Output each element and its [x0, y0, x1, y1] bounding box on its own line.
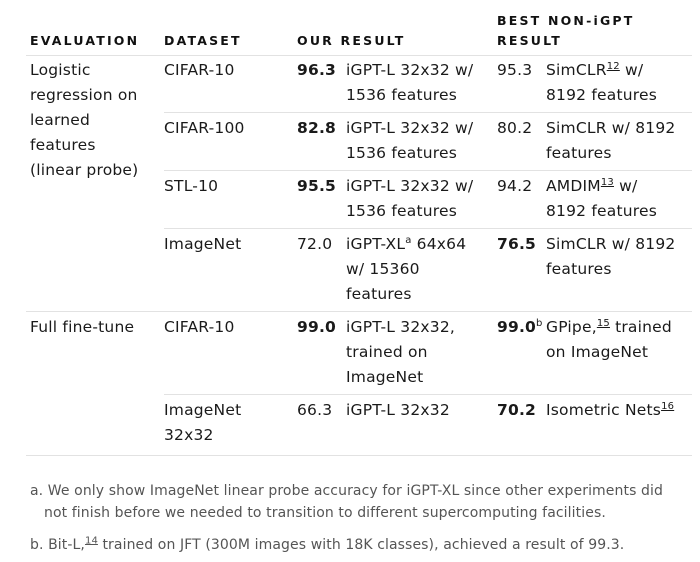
best-model-line: features: [546, 260, 612, 278]
our-model-line: ImageNet: [346, 368, 424, 386]
best-value: 95.3: [497, 61, 533, 79]
dataset-line: 32x32: [164, 426, 214, 444]
our-model: iGPT-L 32x32, trained on ImageNet: [346, 315, 455, 390]
dataset-cell: STL-10: [164, 177, 219, 195]
our-model-line: features: [346, 285, 412, 303]
best-model-text: SimCLR: [546, 61, 607, 79]
footnote-ref[interactable]: 15: [596, 317, 610, 329]
best-model-text: w/: [613, 177, 638, 195]
best-model-line: 8192 features: [546, 86, 658, 104]
row-divider: [164, 112, 692, 113]
section-divider: [26, 311, 692, 312]
our-model: iGPT-XLa 64x64 w/ 15360 features: [346, 232, 466, 307]
best-model-line: AMDIM13 w/: [546, 174, 657, 199]
our-value: 95.5: [297, 177, 337, 195]
best-value: 99.0b: [497, 315, 543, 340]
best-model-text: trained: [609, 318, 672, 336]
dataset-cell: CIFAR-100: [164, 119, 245, 137]
best-model-text: w/: [619, 61, 644, 79]
best-model-line: 8192 features: [546, 202, 658, 220]
our-model-line: 1536 features: [346, 144, 458, 162]
footnote-b-text: trained on JFT (300M images with 18K cla…: [97, 537, 625, 553]
best-model: SimCLR12 w/ 8192 features: [546, 58, 657, 108]
our-model: iGPT-L 32x32 w/ 1536 features: [346, 174, 473, 224]
header-divider: [26, 55, 692, 56]
footnote-a: a. We only show ImageNet linear probe ac…: [30, 480, 663, 524]
footnote-ref[interactable]: b: [536, 317, 543, 329]
our-model-line: iGPT-XLa 64x64: [346, 232, 466, 257]
best-model-line: SimCLR w/ 8192: [546, 235, 676, 253]
evaluation-label-linear: Logistic regression on learned features …: [30, 58, 138, 183]
eval-line: features: [30, 136, 96, 154]
our-value: 72.0: [297, 235, 333, 253]
our-value: 96.3: [297, 61, 337, 79]
best-model: GPipe,15 trained on ImageNet: [546, 315, 672, 365]
best-model-line: GPipe,15 trained: [546, 315, 672, 340]
dataset-cell: ImageNet 32x32: [164, 398, 241, 448]
our-value: 66.3: [297, 401, 333, 419]
best-model-text: Isometric Nets: [546, 401, 662, 419]
eval-line: learned: [30, 111, 91, 129]
row-divider: [164, 394, 692, 395]
header-dataset: DATASET: [164, 33, 242, 48]
best-model-line: SimCLR12 w/: [546, 58, 657, 83]
our-model-line: iGPT-L 32x32 w/: [346, 177, 474, 195]
header-our-result: OUR RESULT: [297, 33, 406, 48]
footnote-ref[interactable]: a: [405, 234, 412, 246]
our-model-text: iGPT-XL: [346, 235, 406, 253]
dataset-cell: ImageNet: [164, 235, 242, 253]
best-model: SimCLR w/ 8192 features: [546, 232, 675, 282]
our-model-text: 64x64: [411, 235, 467, 253]
footnote-ref[interactable]: 16: [661, 400, 675, 412]
best-model-line: SimCLR w/ 8192: [546, 119, 676, 137]
footnote-ref[interactable]: 13: [600, 176, 614, 188]
table-bottom-divider: [26, 455, 692, 456]
our-value: 99.0: [297, 318, 337, 336]
our-value: 82.8: [297, 119, 337, 137]
our-model-line: 1536 features: [346, 202, 458, 220]
best-value: 76.5: [497, 235, 537, 253]
best-model-line: on ImageNet: [546, 343, 649, 361]
dataset-line: ImageNet: [164, 401, 242, 419]
best-model-line: features: [546, 144, 612, 162]
best-model: AMDIM13 w/ 8192 features: [546, 174, 657, 224]
our-model: iGPT-L 32x32 w/ 1536 features: [346, 58, 473, 108]
best-model-text: GPipe,: [546, 318, 597, 336]
best-model: SimCLR w/ 8192 features: [546, 116, 675, 166]
header-best-line2: RESULT: [497, 33, 562, 48]
best-value: 80.2: [497, 119, 533, 137]
dataset-cell: CIFAR-10: [164, 61, 235, 79]
best-value: 70.2: [497, 401, 537, 419]
dataset-cell: CIFAR-10: [164, 318, 235, 336]
header-best-line1: BEST NON-iGPT: [497, 13, 635, 28]
footnote-b-text: b. Bit-L,: [30, 537, 85, 553]
best-value: 94.2: [497, 177, 533, 195]
our-model-line: iGPT-L 32x32 w/: [346, 61, 474, 79]
footnote-b: b. Bit-L,14 trained on JFT (300M images …: [30, 534, 624, 556]
row-divider: [164, 228, 692, 229]
best-model-text: AMDIM: [546, 177, 601, 195]
our-model: iGPT-L 32x32 w/ 1536 features: [346, 116, 473, 166]
our-model: iGPT-L 32x32: [346, 401, 450, 419]
our-model-line: w/ 15360: [346, 260, 420, 278]
eval-line: Logistic: [30, 61, 91, 79]
footnote-ref[interactable]: 12: [606, 60, 620, 72]
header-evaluation: EVALUATION: [30, 33, 140, 48]
eval-line: (linear probe): [30, 161, 139, 179]
our-model-line: trained on: [346, 343, 428, 361]
eval-line: regression on: [30, 86, 138, 104]
evaluation-label-finetune: Full fine-tune: [30, 318, 135, 336]
best-model: Isometric Nets16: [546, 398, 674, 423]
footnote-ref[interactable]: 14: [84, 535, 98, 547]
footnote-a-line: not finish before we needed to transitio…: [44, 505, 606, 521]
row-divider: [164, 170, 692, 171]
our-model-line: iGPT-L 32x32,: [346, 318, 456, 336]
our-model-line: iGPT-L 32x32 w/: [346, 119, 474, 137]
footnote-a-line: a. We only show ImageNet linear probe ac…: [30, 483, 663, 499]
our-model-line: 1536 features: [346, 86, 458, 104]
best-value-text: 99.0: [497, 318, 537, 336]
